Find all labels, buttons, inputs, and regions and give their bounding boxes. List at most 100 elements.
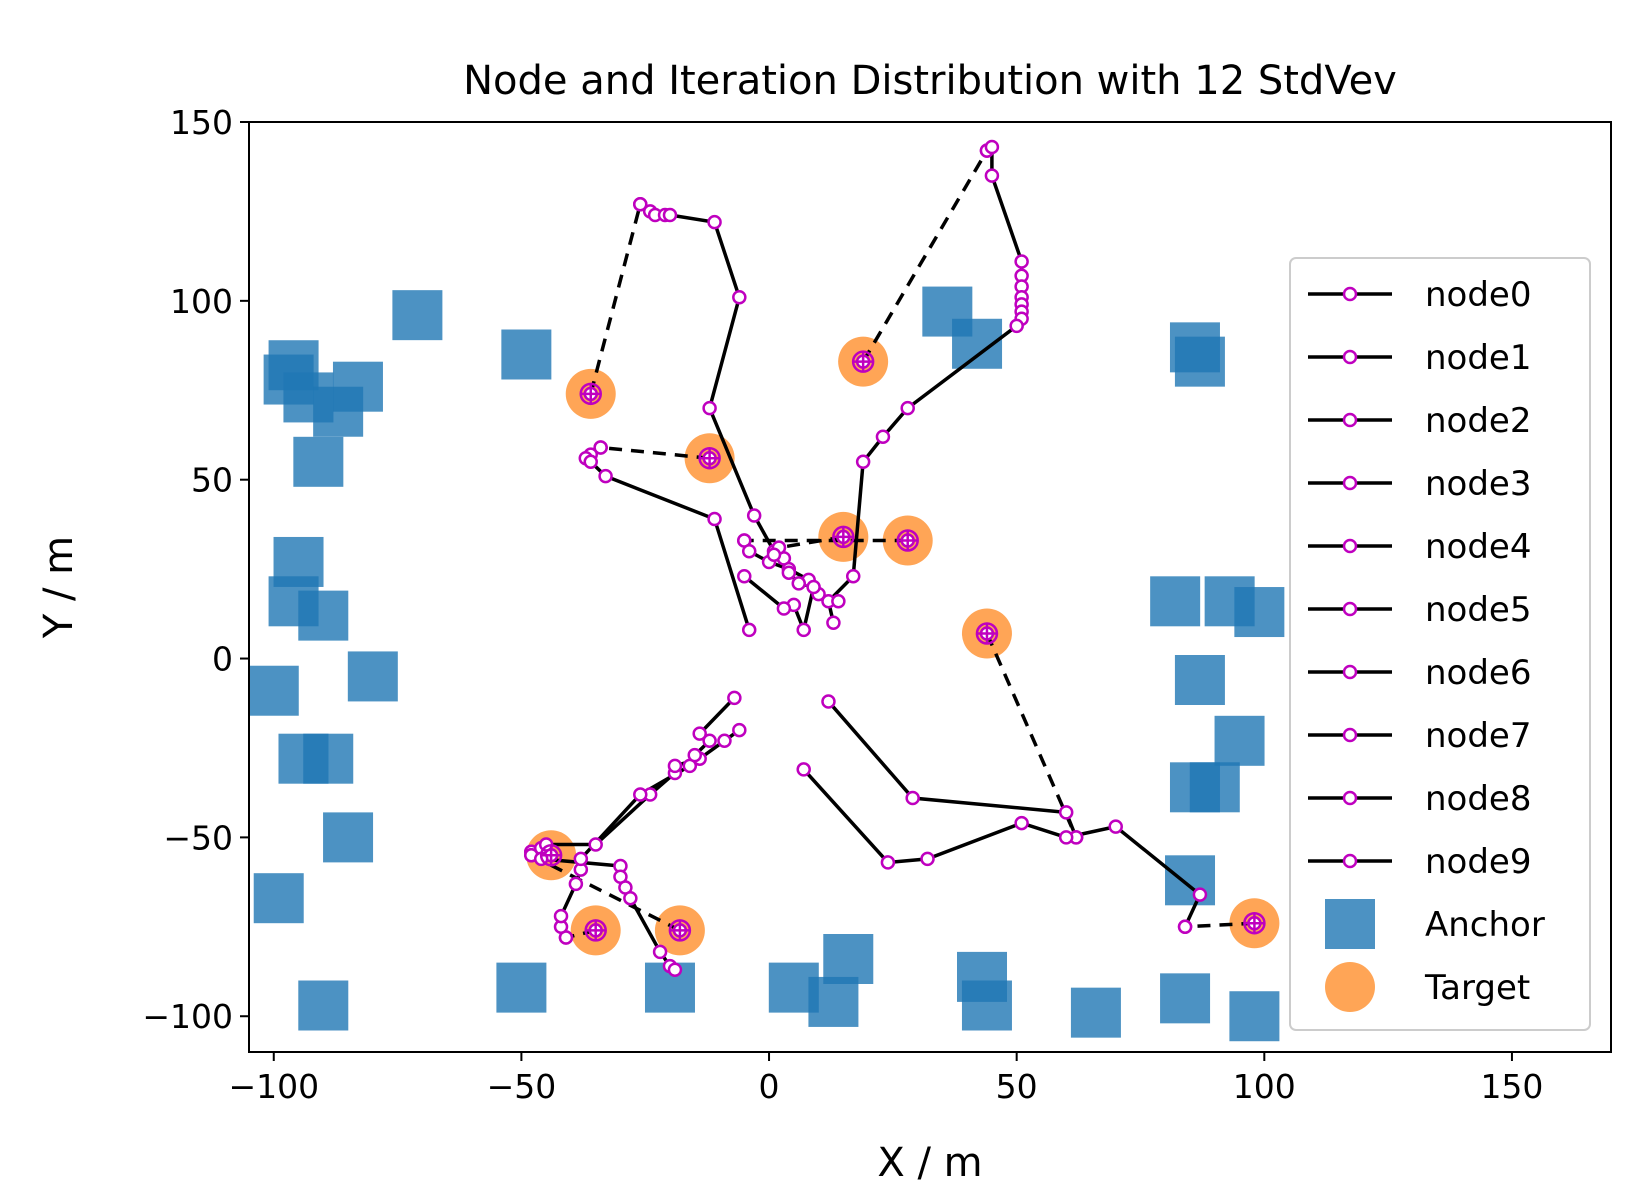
node4-point	[781, 565, 797, 580]
node9-point	[652, 944, 668, 960]
node2-point	[1014, 254, 1029, 269]
node2-path	[861, 149, 989, 363]
x-tick-label: 150	[1480, 1067, 1543, 1106]
node0-point	[702, 400, 717, 416]
anchor-marker	[1189, 762, 1240, 813]
anchor-marker	[248, 665, 299, 716]
anchor-marker	[1070, 987, 1121, 1038]
legend-label: node5	[1425, 590, 1531, 630]
y-tick-label: −50	[163, 818, 233, 857]
chart-title: Node and Iteration Distribution with 12 …	[463, 58, 1397, 104]
legend-marker	[1342, 601, 1358, 617]
node6-point	[1177, 919, 1193, 935]
y-axis-title: Y / m	[36, 536, 82, 639]
node0-point	[707, 214, 722, 230]
node1-point	[598, 468, 613, 484]
anchor-marker	[808, 976, 859, 1027]
legend-marker	[1342, 412, 1358, 428]
node7-point	[667, 758, 683, 774]
node0-point	[746, 508, 762, 523]
node6-point	[880, 855, 896, 870]
node6-path	[1184, 921, 1255, 929]
legend-label: node4	[1425, 527, 1531, 567]
y-tick-label: 50	[191, 461, 233, 500]
node4-point	[796, 622, 811, 638]
node8-point	[727, 690, 742, 706]
node6-point	[1058, 830, 1074, 845]
node2-point	[826, 615, 841, 631]
x-tick-label: 100	[1233, 1067, 1296, 1106]
anchor-marker	[253, 873, 304, 924]
node5-path	[985, 632, 1078, 839]
y-tick-label: 100	[170, 282, 233, 321]
anchor-marker	[1214, 715, 1265, 766]
node2-point	[875, 429, 891, 445]
node5-point	[905, 790, 920, 806]
node9-path	[530, 853, 681, 932]
anchor-marker	[303, 733, 354, 784]
node4-point	[791, 576, 807, 591]
legend-label: node0	[1425, 275, 1531, 315]
legend-marker	[1342, 727, 1358, 743]
node6-point	[796, 762, 811, 777]
anchor-marker	[496, 962, 547, 1013]
node7-point	[732, 722, 747, 738]
legend-label: node1	[1425, 338, 1531, 378]
legend-anchor-marker	[1325, 899, 1375, 949]
node1-point	[707, 511, 722, 527]
x-axis-title: X / m	[877, 1140, 982, 1186]
node2-point	[855, 454, 871, 470]
legend-marker	[1342, 475, 1358, 491]
anchor-marker	[392, 290, 443, 341]
node7-point	[717, 733, 732, 749]
node5-point	[1058, 805, 1074, 820]
node7-point	[588, 837, 603, 852]
node2-point	[984, 168, 1000, 183]
node6-point	[1192, 887, 1208, 902]
node0-point	[633, 197, 648, 212]
legend-marker	[1342, 790, 1358, 806]
node9-point	[623, 890, 638, 906]
anchor-marker	[501, 329, 552, 380]
node1-point	[593, 440, 608, 455]
node6-point	[1014, 815, 1029, 831]
node9-point	[667, 962, 683, 977]
legend: node0 node1 node2 node3 node4 node5 node6 node7…	[1289, 257, 1591, 1031]
node4-point	[776, 601, 792, 616]
legend-label: Target	[1424, 968, 1530, 1008]
legend-label: node8	[1425, 779, 1531, 819]
node8-point	[687, 747, 702, 763]
node1-point	[741, 622, 757, 638]
node4-point	[737, 569, 752, 584]
anchor-marker	[293, 436, 344, 487]
legend-label: node2	[1425, 401, 1531, 441]
legend-label: Anchor	[1425, 905, 1545, 945]
legend-marker	[1342, 286, 1358, 302]
node4-point	[766, 547, 782, 563]
node8-point	[573, 851, 589, 867]
anchor-marker	[1234, 587, 1285, 638]
anchor-marker	[1229, 991, 1280, 1042]
plot-area	[248, 139, 1285, 1042]
node2-point	[984, 139, 1000, 155]
node8-point	[702, 733, 717, 749]
anchor-marker	[1174, 655, 1225, 705]
node2-point	[845, 569, 861, 584]
node6-point	[920, 851, 935, 867]
legend-target-marker	[1325, 962, 1375, 1012]
node1-point	[583, 454, 598, 470]
node0-point	[662, 207, 678, 223]
y-tick-label: 0	[212, 640, 233, 679]
node0-point	[732, 290, 747, 305]
x-tick-label: 50	[996, 1067, 1038, 1106]
anchor-marker	[347, 651, 398, 702]
legend-marker	[1342, 538, 1358, 554]
node8-point	[553, 908, 569, 924]
legend-marker	[1342, 349, 1358, 365]
node1-path	[600, 445, 710, 460]
anchor-marker	[313, 386, 364, 437]
legend-label: node6	[1425, 653, 1531, 693]
node0-path	[589, 203, 642, 395]
node3-point	[831, 594, 846, 609]
